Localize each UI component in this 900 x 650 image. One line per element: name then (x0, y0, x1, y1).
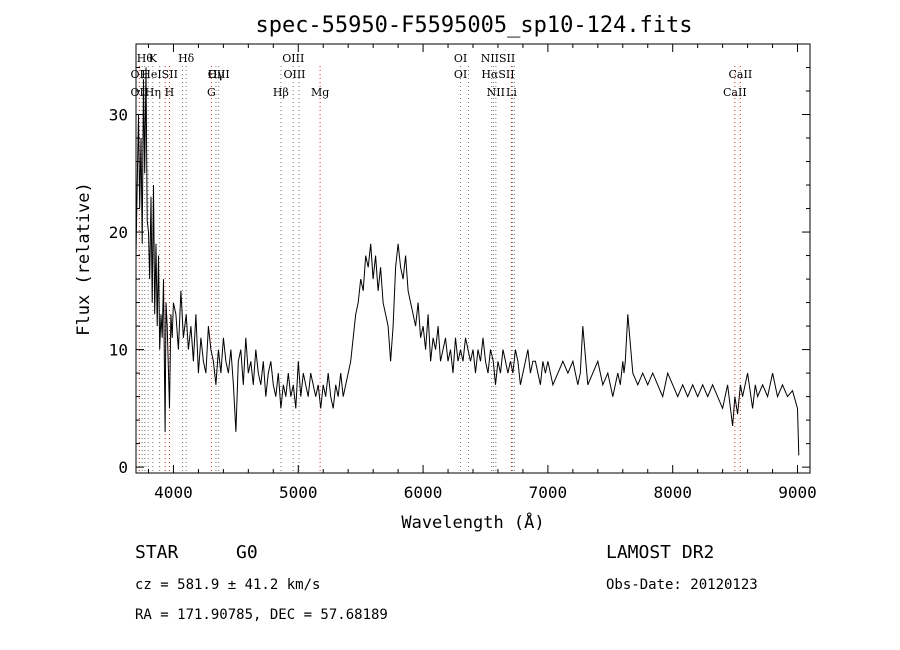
line-label: CaII (723, 86, 747, 99)
y-tick-label: 30 (109, 106, 128, 125)
x-tick-label: 6000 (404, 483, 443, 502)
spectrum-series-layer (135, 67, 800, 456)
line-label: Hδ (178, 52, 195, 65)
line-label: Li (506, 86, 517, 99)
line-label: OIII (208, 68, 230, 81)
spectrum-line-0 (135, 67, 800, 456)
line-label: NIISII (481, 52, 516, 65)
observation-date: Obs-Date: 20120123 (606, 577, 758, 593)
y-axis-label: Flux (relative) (74, 182, 94, 336)
line-marker-layer (138, 66, 741, 473)
object-subclass: G0 (236, 542, 258, 563)
line-label: OII (131, 68, 149, 81)
line-label: OIII (283, 68, 305, 81)
line-label: Hβ (273, 86, 289, 99)
line-label: OI (454, 68, 467, 81)
line-label: OIII (282, 52, 304, 65)
x-tick-label: 8000 (653, 483, 692, 502)
line-label: Mg (311, 86, 329, 99)
line-label: Hγ (208, 68, 225, 81)
y-tick-label: 20 (109, 223, 128, 242)
x-tick-label: 4000 (154, 483, 193, 502)
x-tick-label: 5000 (279, 483, 318, 502)
x-axis-label: Wavelength (Å) (401, 511, 544, 533)
line-label: HαSII (481, 68, 514, 81)
line-label: HeISII (141, 68, 178, 81)
survey-name: LAMOST DR2 (606, 542, 714, 563)
line-label: Hη (145, 86, 161, 99)
y-axis-ticks: 0 10 20 30 (109, 67, 810, 477)
line-label: NII (487, 86, 505, 99)
redshift-cz: cz = 581.9 ± 41.2 km/s (135, 577, 320, 593)
line-label: OI (454, 52, 467, 65)
x-axis-ticks: 4000 5000 6000 7000 8000 9000 (147, 44, 817, 502)
y-tick-label: 10 (109, 341, 128, 360)
line-label: CaII (729, 68, 753, 81)
line-label: H (165, 86, 175, 99)
line-label: K (149, 52, 158, 65)
ra-dec-coordinates: RA = 171.90785, DEC = 57.68189 (135, 607, 388, 623)
object-class: STAR (135, 542, 179, 563)
y-tick-label: 0 (118, 458, 128, 477)
x-tick-label: 9000 (778, 483, 817, 502)
x-tick-label: 7000 (529, 483, 568, 502)
line-label: Hθ (137, 52, 154, 65)
line-label: G (207, 86, 216, 99)
chart-title: spec-55950-F5595005_sp10-124.fits (255, 13, 692, 38)
